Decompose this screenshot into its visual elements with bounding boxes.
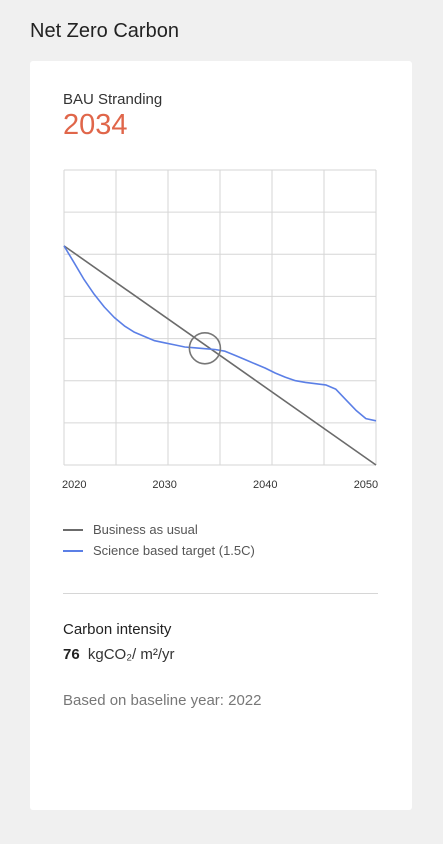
carbon-intensity-value: 76 <box>63 646 80 663</box>
baseline-year-text: Based on baseline year: 2022 <box>63 692 262 709</box>
x-tick-label: 2020 <box>62 479 86 491</box>
x-tick-label: 2050 <box>354 479 378 491</box>
carbon-intensity-title: Carbon intensity <box>63 621 172 638</box>
carbon-pathway-chart: 2020 2030 2040 2050 <box>62 169 378 491</box>
legend-item: Business as usual <box>63 519 255 540</box>
x-tick-label: 2030 <box>152 479 176 491</box>
chart-legend: Business as usual Science based target (1… <box>63 519 255 561</box>
intersection-marker <box>188 331 222 365</box>
legend-label: Business as usual <box>93 522 198 537</box>
series-line-business-as-usual <box>63 245 377 466</box>
carbon-intensity-row: 76 kgCO₂/ m²/yr <box>63 646 175 663</box>
legend-label: Science based target (1.5C) <box>93 543 255 558</box>
net-zero-card: BAU Stranding 2034 2020 2030 2040 2050 Busi… <box>30 61 412 810</box>
divider <box>63 593 378 594</box>
carbon-intensity-unit: kgCO₂/ m²/yr <box>87 646 175 663</box>
legend-swatch <box>63 528 83 531</box>
stranding-value: 2034 <box>63 109 128 141</box>
legend-item: Science based target (1.5C) <box>63 540 255 561</box>
page-title: Net Zero Carbon <box>30 20 179 42</box>
legend-swatch <box>63 549 83 552</box>
x-tick-label: 2040 <box>253 479 277 491</box>
stranding-label: BAU Stranding <box>63 91 163 108</box>
